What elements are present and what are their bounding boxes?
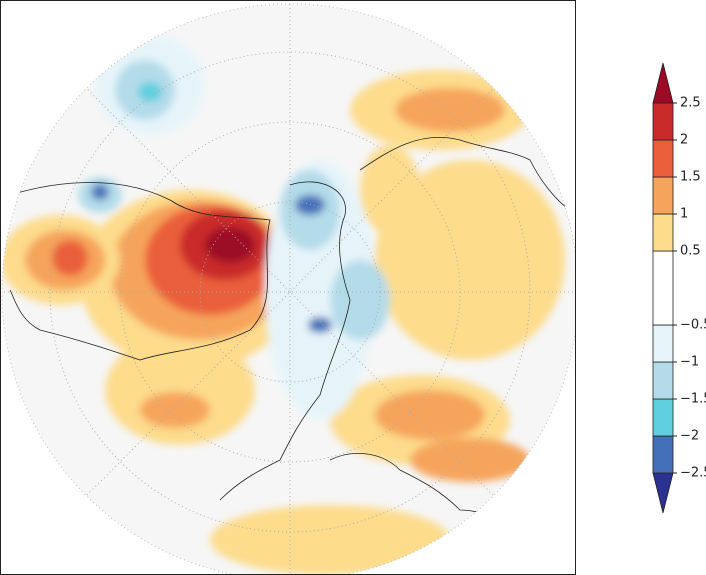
colorbar-tick-label: 1.5 <box>680 170 701 185</box>
colorbar-bin <box>652 139 674 178</box>
colorbar-extend-low <box>652 472 674 514</box>
colorbar-tick-label: −2.5 <box>680 466 706 481</box>
map-disk <box>2 4 576 575</box>
colorbar-tick-label: 1 <box>680 207 688 222</box>
colorbar-extend-high <box>652 62 674 104</box>
colorbar-bin <box>652 435 674 474</box>
colorbar-tick-label: 2 <box>680 133 688 148</box>
colorbar-bin <box>652 176 674 215</box>
colorbar-tick-label: −1.5 <box>680 392 706 407</box>
colorbar-tick-label: 2.5 <box>680 96 701 111</box>
map <box>0 0 576 575</box>
colorbar-tick-label: −0.5 <box>680 318 706 333</box>
colorbar-bin <box>652 250 674 326</box>
colorbar-tick-label: −1 <box>680 355 699 370</box>
colorbar-tick-label: 0.5 <box>680 244 701 259</box>
colorbar-bin <box>652 213 674 252</box>
colorbar-bin <box>652 324 674 363</box>
colorbar-bin <box>652 102 674 141</box>
colorbar-tick-label: −2 <box>680 429 699 444</box>
colorbar-bin <box>652 398 674 437</box>
colorbar: 2.5 2 1.5 1 0.5 −0.5 −1 −1.5 −2 −2.5 <box>652 62 706 514</box>
colorbar-bin <box>652 361 674 400</box>
